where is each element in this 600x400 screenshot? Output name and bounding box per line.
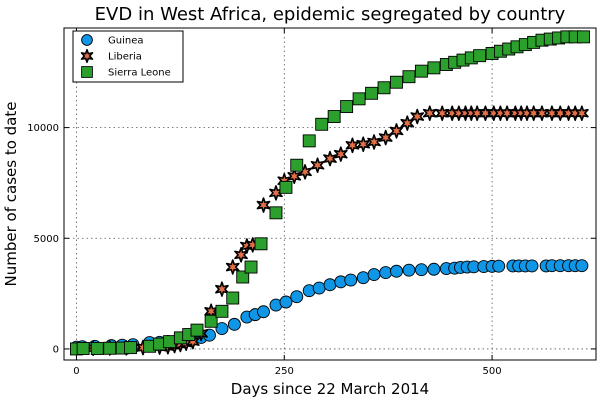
legend-swatch-sierra-leone xyxy=(81,66,93,78)
data-point-guinea xyxy=(344,273,358,287)
data-point-sierra-leone xyxy=(254,237,268,251)
data-point-guinea xyxy=(427,262,441,276)
data-point-guinea xyxy=(575,259,589,273)
data-point-sierra-leone xyxy=(163,335,177,349)
data-point-sierra-leone xyxy=(390,75,403,89)
data-point-liberia xyxy=(367,134,381,150)
data-point-sierra-leone xyxy=(473,49,487,63)
data-point-liberia xyxy=(389,123,404,139)
data-point-guinea xyxy=(215,322,229,336)
series-guinea xyxy=(70,259,589,354)
data-point-guinea xyxy=(525,259,539,273)
data-point-sierra-leone xyxy=(377,81,391,95)
data-point-sierra-leone xyxy=(290,158,304,172)
data-point-guinea xyxy=(379,266,393,280)
data-point-sierra-leone xyxy=(236,270,250,284)
data-point-guinea xyxy=(290,290,304,304)
data-point-sierra-leone xyxy=(244,260,258,274)
x-tick-label: 250 xyxy=(275,366,294,377)
data-point-guinea xyxy=(492,259,506,273)
data-point-guinea xyxy=(312,281,326,295)
data-point-sierra-leone xyxy=(90,342,104,355)
plot-frame xyxy=(63,27,597,361)
data-point-liberia xyxy=(225,259,240,275)
data-point-sierra-leone xyxy=(204,314,218,328)
data-point-liberia xyxy=(333,146,348,162)
data-point-liberia xyxy=(215,281,229,297)
x-tick-label: 0 xyxy=(73,366,79,377)
chart-title: EVD in West Africa, epidemic segregated … xyxy=(95,4,566,25)
data-point-guinea xyxy=(323,278,337,292)
data-point-guinea xyxy=(414,263,428,277)
data-point-guinea xyxy=(257,305,270,319)
data-point-sierra-leone xyxy=(190,323,204,337)
data-point-guinea xyxy=(390,264,403,278)
data-point-sierra-leone xyxy=(427,61,441,75)
legend: Guinea Liberia Sierra Leone xyxy=(72,30,184,83)
data-point-guinea xyxy=(367,268,381,282)
data-point-sierra-leone xyxy=(302,134,316,148)
data-point-sierra-leone xyxy=(577,30,590,44)
data-point-sierra-leone xyxy=(76,342,90,355)
data-point-sierra-leone xyxy=(315,117,329,131)
data-point-sierra-leone xyxy=(402,70,416,84)
y-tick-label: 0 xyxy=(53,344,59,355)
data-point-guinea xyxy=(279,295,293,309)
legend-label-sierra-leone: Sierra Leone xyxy=(108,68,171,79)
data-point-sierra-leone xyxy=(103,341,117,355)
data-point-sierra-leone xyxy=(327,110,341,123)
y-tick-label: 5000 xyxy=(34,234,59,245)
data-point-sierra-leone xyxy=(215,304,229,318)
x-axis-label: Days since 22 March 2014 xyxy=(231,380,429,398)
data-point-liberia xyxy=(575,105,589,122)
data-point-sierra-leone xyxy=(365,86,379,100)
data-point-liberia xyxy=(256,197,271,213)
legend-swatch-guinea xyxy=(81,34,93,46)
data-point-guinea xyxy=(356,271,370,285)
legend-label-liberia: Liberia xyxy=(108,52,142,63)
data-point-sierra-leone xyxy=(279,180,293,194)
data-point-sierra-leone xyxy=(340,100,354,114)
y-axis-label: Number of cases to date xyxy=(2,102,20,287)
data-point-sierra-leone xyxy=(124,341,137,355)
series-sierra-leone xyxy=(70,30,590,356)
data-point-sierra-leone xyxy=(269,206,283,220)
y-tick-label: 10000 xyxy=(27,123,59,134)
x-tick-label: 500 xyxy=(483,366,502,377)
data-point-sierra-leone xyxy=(226,291,240,305)
data-point-sierra-leone xyxy=(414,64,428,78)
data-point-guinea xyxy=(227,317,241,331)
legend-swatch-liberia xyxy=(80,48,94,64)
grid xyxy=(64,28,596,360)
data-point-liberia xyxy=(410,108,425,125)
series-group xyxy=(70,30,590,357)
legend-label-guinea: Guinea xyxy=(108,36,143,47)
data-point-sierra-leone xyxy=(352,92,366,106)
data-point-guinea xyxy=(402,263,416,277)
